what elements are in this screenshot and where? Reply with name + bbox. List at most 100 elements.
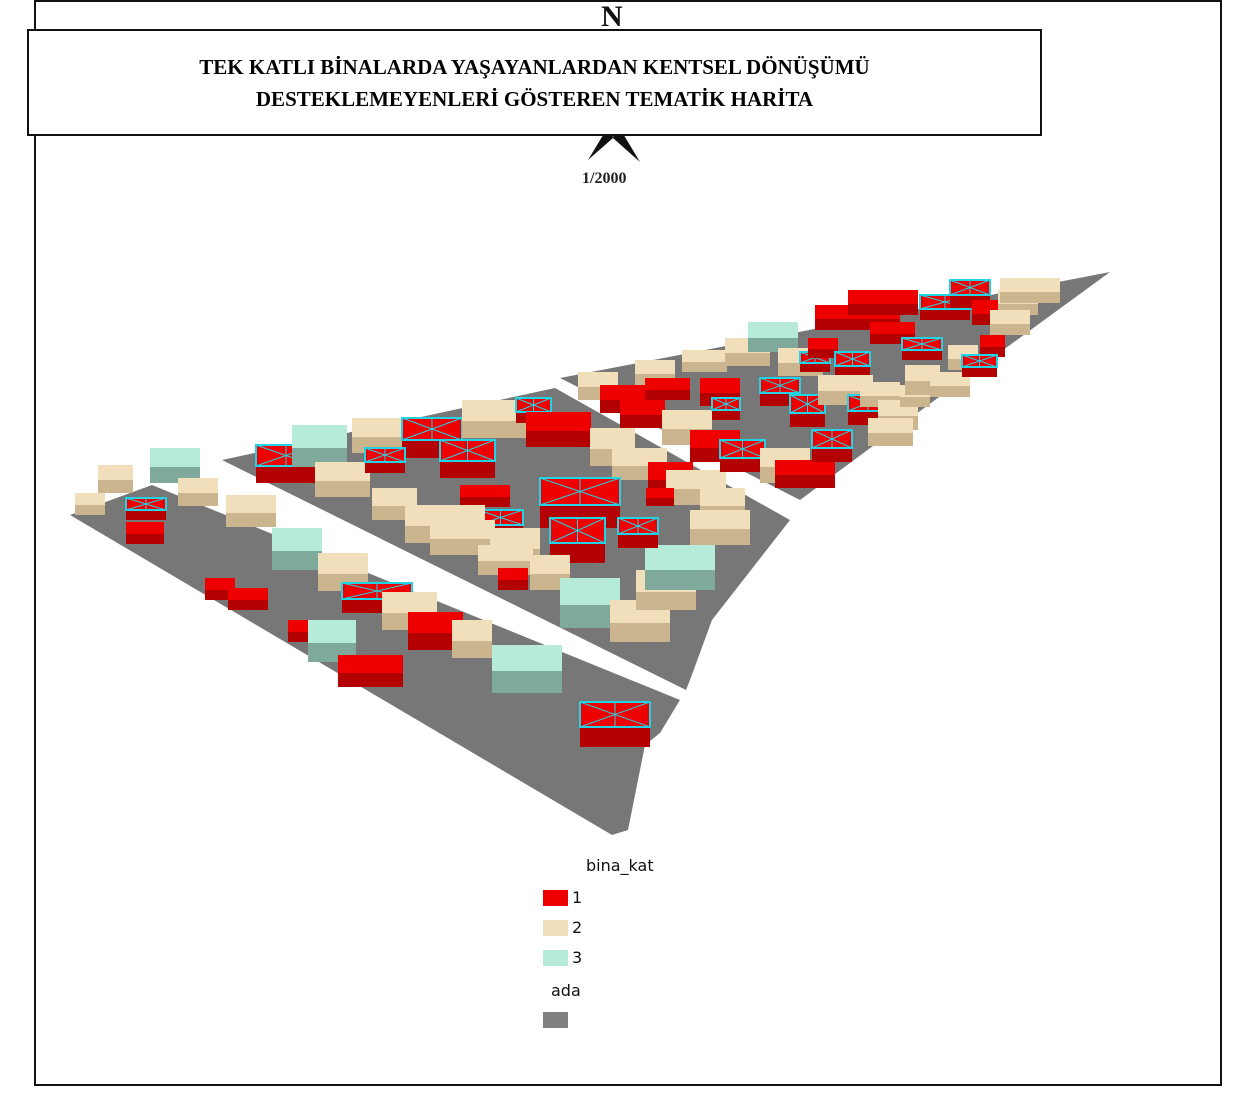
legend-swatch-ada <box>543 1012 568 1028</box>
building-side <box>800 363 830 372</box>
building-side <box>365 462 405 473</box>
building-1-kat <box>980 335 1005 357</box>
building-roof <box>460 485 510 497</box>
building-side <box>272 551 322 570</box>
building-roof <box>990 310 1030 324</box>
building-side <box>812 448 852 462</box>
building-1-kat <box>645 378 690 400</box>
building-1-kat <box>408 612 463 650</box>
map-title-box: TEK KATLI BİNALARDA YAŞAYANLARDAN KENTSE… <box>27 29 1042 136</box>
building-side <box>498 580 528 590</box>
building-roof <box>452 620 492 641</box>
building-outline <box>834 351 871 367</box>
building-side <box>452 641 492 658</box>
building-roof <box>690 510 750 529</box>
building-roof <box>150 448 200 467</box>
building-roof <box>228 588 268 600</box>
building-roof <box>338 655 403 673</box>
building-outline <box>539 477 621 506</box>
building-side <box>560 605 620 628</box>
building-outline <box>515 397 552 413</box>
building-1-kat <box>460 485 510 507</box>
building-3-kat <box>150 448 200 483</box>
building-3-kat <box>645 545 715 590</box>
building-side <box>315 481 370 497</box>
building-roof <box>226 495 276 513</box>
building-roof <box>645 545 715 570</box>
building-1-kat <box>579 701 651 747</box>
building-1-kat <box>498 568 528 590</box>
building-roof <box>430 520 495 539</box>
building-roof <box>205 578 235 590</box>
building-1-kat <box>775 460 835 488</box>
building-side <box>868 433 913 446</box>
building-side <box>645 390 690 400</box>
building-2-kat <box>868 418 913 446</box>
building-2-kat <box>178 478 218 506</box>
building-1-kat <box>646 488 674 506</box>
building-roof <box>590 428 635 449</box>
building-1-kat <box>848 290 918 315</box>
building-side <box>712 410 740 420</box>
building-roof <box>620 400 665 415</box>
building-3-kat <box>560 578 620 628</box>
building-1-kat <box>125 497 167 520</box>
building-1-kat <box>549 517 606 563</box>
building-2-kat <box>226 495 276 527</box>
building-roof <box>526 412 591 431</box>
building-side <box>682 362 727 372</box>
building-roof <box>272 528 322 551</box>
building-side <box>618 534 658 548</box>
legend-header-bina-kat: bina_kat <box>586 856 654 875</box>
building-side <box>75 505 105 515</box>
building-roof <box>818 375 873 391</box>
building-outline <box>759 377 801 394</box>
building-roof <box>315 462 370 481</box>
building-side <box>440 461 495 478</box>
building-outline <box>811 429 853 449</box>
building-roof <box>1000 278 1060 292</box>
building-roof <box>808 338 838 349</box>
building-side <box>526 431 591 447</box>
building-side <box>902 350 942 360</box>
building-side <box>990 324 1030 335</box>
building-roof <box>178 478 218 493</box>
building-roof <box>682 350 727 362</box>
building-outline <box>401 417 463 441</box>
scale-label: 1/2000 <box>582 170 627 187</box>
building-side <box>962 367 997 377</box>
map-title-line-1: TEK KATLI BİNALARDA YAŞAYANLARDAN KENTSE… <box>199 54 870 79</box>
building-2-kat <box>315 462 370 497</box>
building-side <box>492 671 562 693</box>
building-outline <box>949 279 991 296</box>
building-outline <box>125 497 167 511</box>
building-3-kat <box>748 322 798 352</box>
building-side <box>178 493 218 506</box>
building-side <box>930 386 970 397</box>
building-side <box>1000 292 1060 303</box>
building-side <box>580 727 650 747</box>
building-roof <box>490 528 540 549</box>
building-roof <box>645 378 690 390</box>
building-roof <box>372 488 417 506</box>
building-1-kat <box>961 354 998 377</box>
building-roof <box>492 645 562 671</box>
building-side <box>256 466 316 483</box>
building-outline <box>719 439 766 459</box>
building-roof <box>126 522 164 534</box>
building-roof <box>646 488 674 498</box>
building-1-kat <box>808 338 838 358</box>
building-1-kat <box>834 351 871 377</box>
building-1-kat <box>126 522 164 544</box>
legend-item-3: 3 <box>543 948 582 967</box>
legend-swatch-2 <box>543 919 568 936</box>
building-roof <box>98 465 133 480</box>
building-outline <box>617 517 659 535</box>
building-roof <box>600 385 645 400</box>
legend-label-3: 3 <box>572 948 583 967</box>
building-1-kat <box>719 439 766 472</box>
building-side <box>835 366 870 377</box>
building-1-kat <box>617 517 659 548</box>
building-outline <box>901 337 943 351</box>
building-outline <box>961 354 998 368</box>
